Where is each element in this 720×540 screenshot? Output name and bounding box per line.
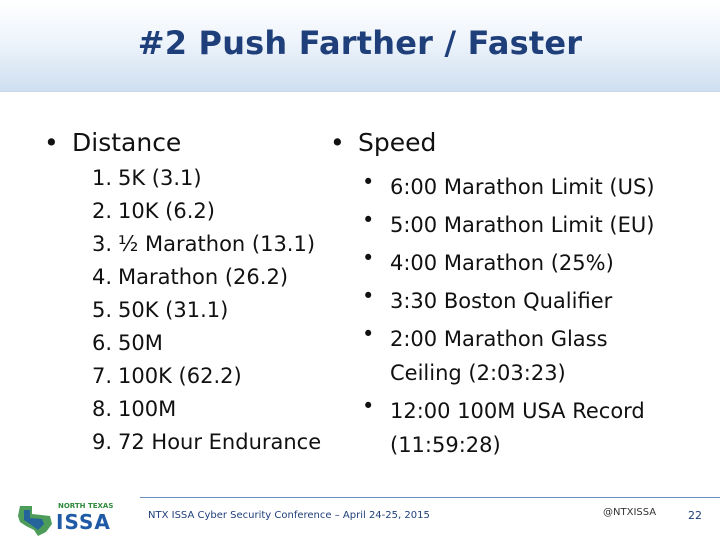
list-item: • 5:00 Marathon Limit (EU) [362,208,680,242]
item-text: 72 Hour Endurance [118,430,322,454]
item-bullet: • [362,394,375,418]
distance-list: 1. 5K (3.1) 2. 10K (6.2) 3. ½ Marathon (13.… [70,166,321,463]
slide-title: #2 Push Farther / Faster [137,24,583,62]
item-bullet: • [362,322,375,346]
list-item: • 12:00 100M USA Record (11:59:28) [362,394,680,462]
distance-bullet: • [44,128,59,157]
page-number: 22 [688,509,702,522]
speed-heading: • Speed [330,128,436,157]
item-number: 2. [91,199,112,223]
list-item: 3. ½ Marathon (13.1) [70,232,321,265]
speed-heading-text: Speed [358,128,437,157]
item-bullet: • [362,246,375,270]
item-number: 1. [91,166,112,190]
speed-list: • 6:00 Marathon Limit (US) • 5:00 Marathon… [362,170,680,466]
handle-label: @NTXISSA [603,507,657,518]
item-text: 6:00 Marathon Limit (US) [390,175,655,199]
list-item: • 4:00 Marathon (25%) [362,246,680,280]
logo-tagline: NORTH TEXAS [58,502,114,510]
list-item: 1. 5K (3.1) [70,166,321,199]
speed-bullet: • [330,128,345,157]
item-text: Marathon (26.2) [118,265,289,289]
list-item: 5. 50K (31.1) [70,298,321,331]
item-number: 4. [91,265,112,289]
logo-wordmark: ISSA [56,510,111,534]
title-bar [0,0,720,92]
item-number: 6. [91,331,112,355]
item-bullet: • [362,170,375,194]
item-number: 3. [91,232,112,256]
conference-label: NTX ISSA Cyber Security Conference – Apr… [148,510,430,521]
list-item: 2. 10K (6.2) [70,199,321,232]
item-text: ½ Marathon (13.1) [118,232,316,256]
footer-divider [140,497,720,498]
issa-logo: NORTH TEXAS ISSA [14,500,124,540]
item-number: 5. [91,298,112,322]
item-text: 5K (3.1) [118,166,202,190]
item-number: 7. [91,364,112,388]
list-item: • 2:00 Marathon Glass Ceiling (2:03:23) [362,322,680,390]
item-text: 4:00 Marathon (25%) [390,251,614,275]
list-item: • 6:00 Marathon Limit (US) [362,170,680,204]
item-text: 12:00 100M USA Record (11:59:28) [390,399,645,457]
distance-heading: • Distance [44,128,181,157]
list-item: 8. 100M [70,397,321,430]
item-text: 10K (6.2) [118,199,215,223]
item-text: 50K (31.1) [118,298,229,322]
item-text: 100K (62.2) [118,364,242,388]
list-item: • 3:30 Boston Qualifier [362,284,680,318]
list-item: 4. Marathon (26.2) [70,265,321,298]
item-number: 8. [91,397,112,421]
list-item: 9. 72 Hour Endurance [70,430,321,463]
list-item: 6. 50M [70,331,321,364]
item-text: 5:00 Marathon Limit (EU) [390,213,655,237]
item-bullet: • [362,284,375,308]
item-text: 50M [118,331,163,355]
item-number: 9. [91,430,112,454]
texas-shape-icon [18,506,52,536]
item-text: 100M [118,397,177,421]
item-text: 3:30 Boston Qualifier [390,289,613,313]
distance-heading-text: Distance [72,128,182,157]
item-text: 2:00 Marathon Glass Ceiling (2:03:23) [390,327,608,385]
list-item: 7. 100K (62.2) [70,364,321,397]
item-bullet: • [362,208,375,232]
